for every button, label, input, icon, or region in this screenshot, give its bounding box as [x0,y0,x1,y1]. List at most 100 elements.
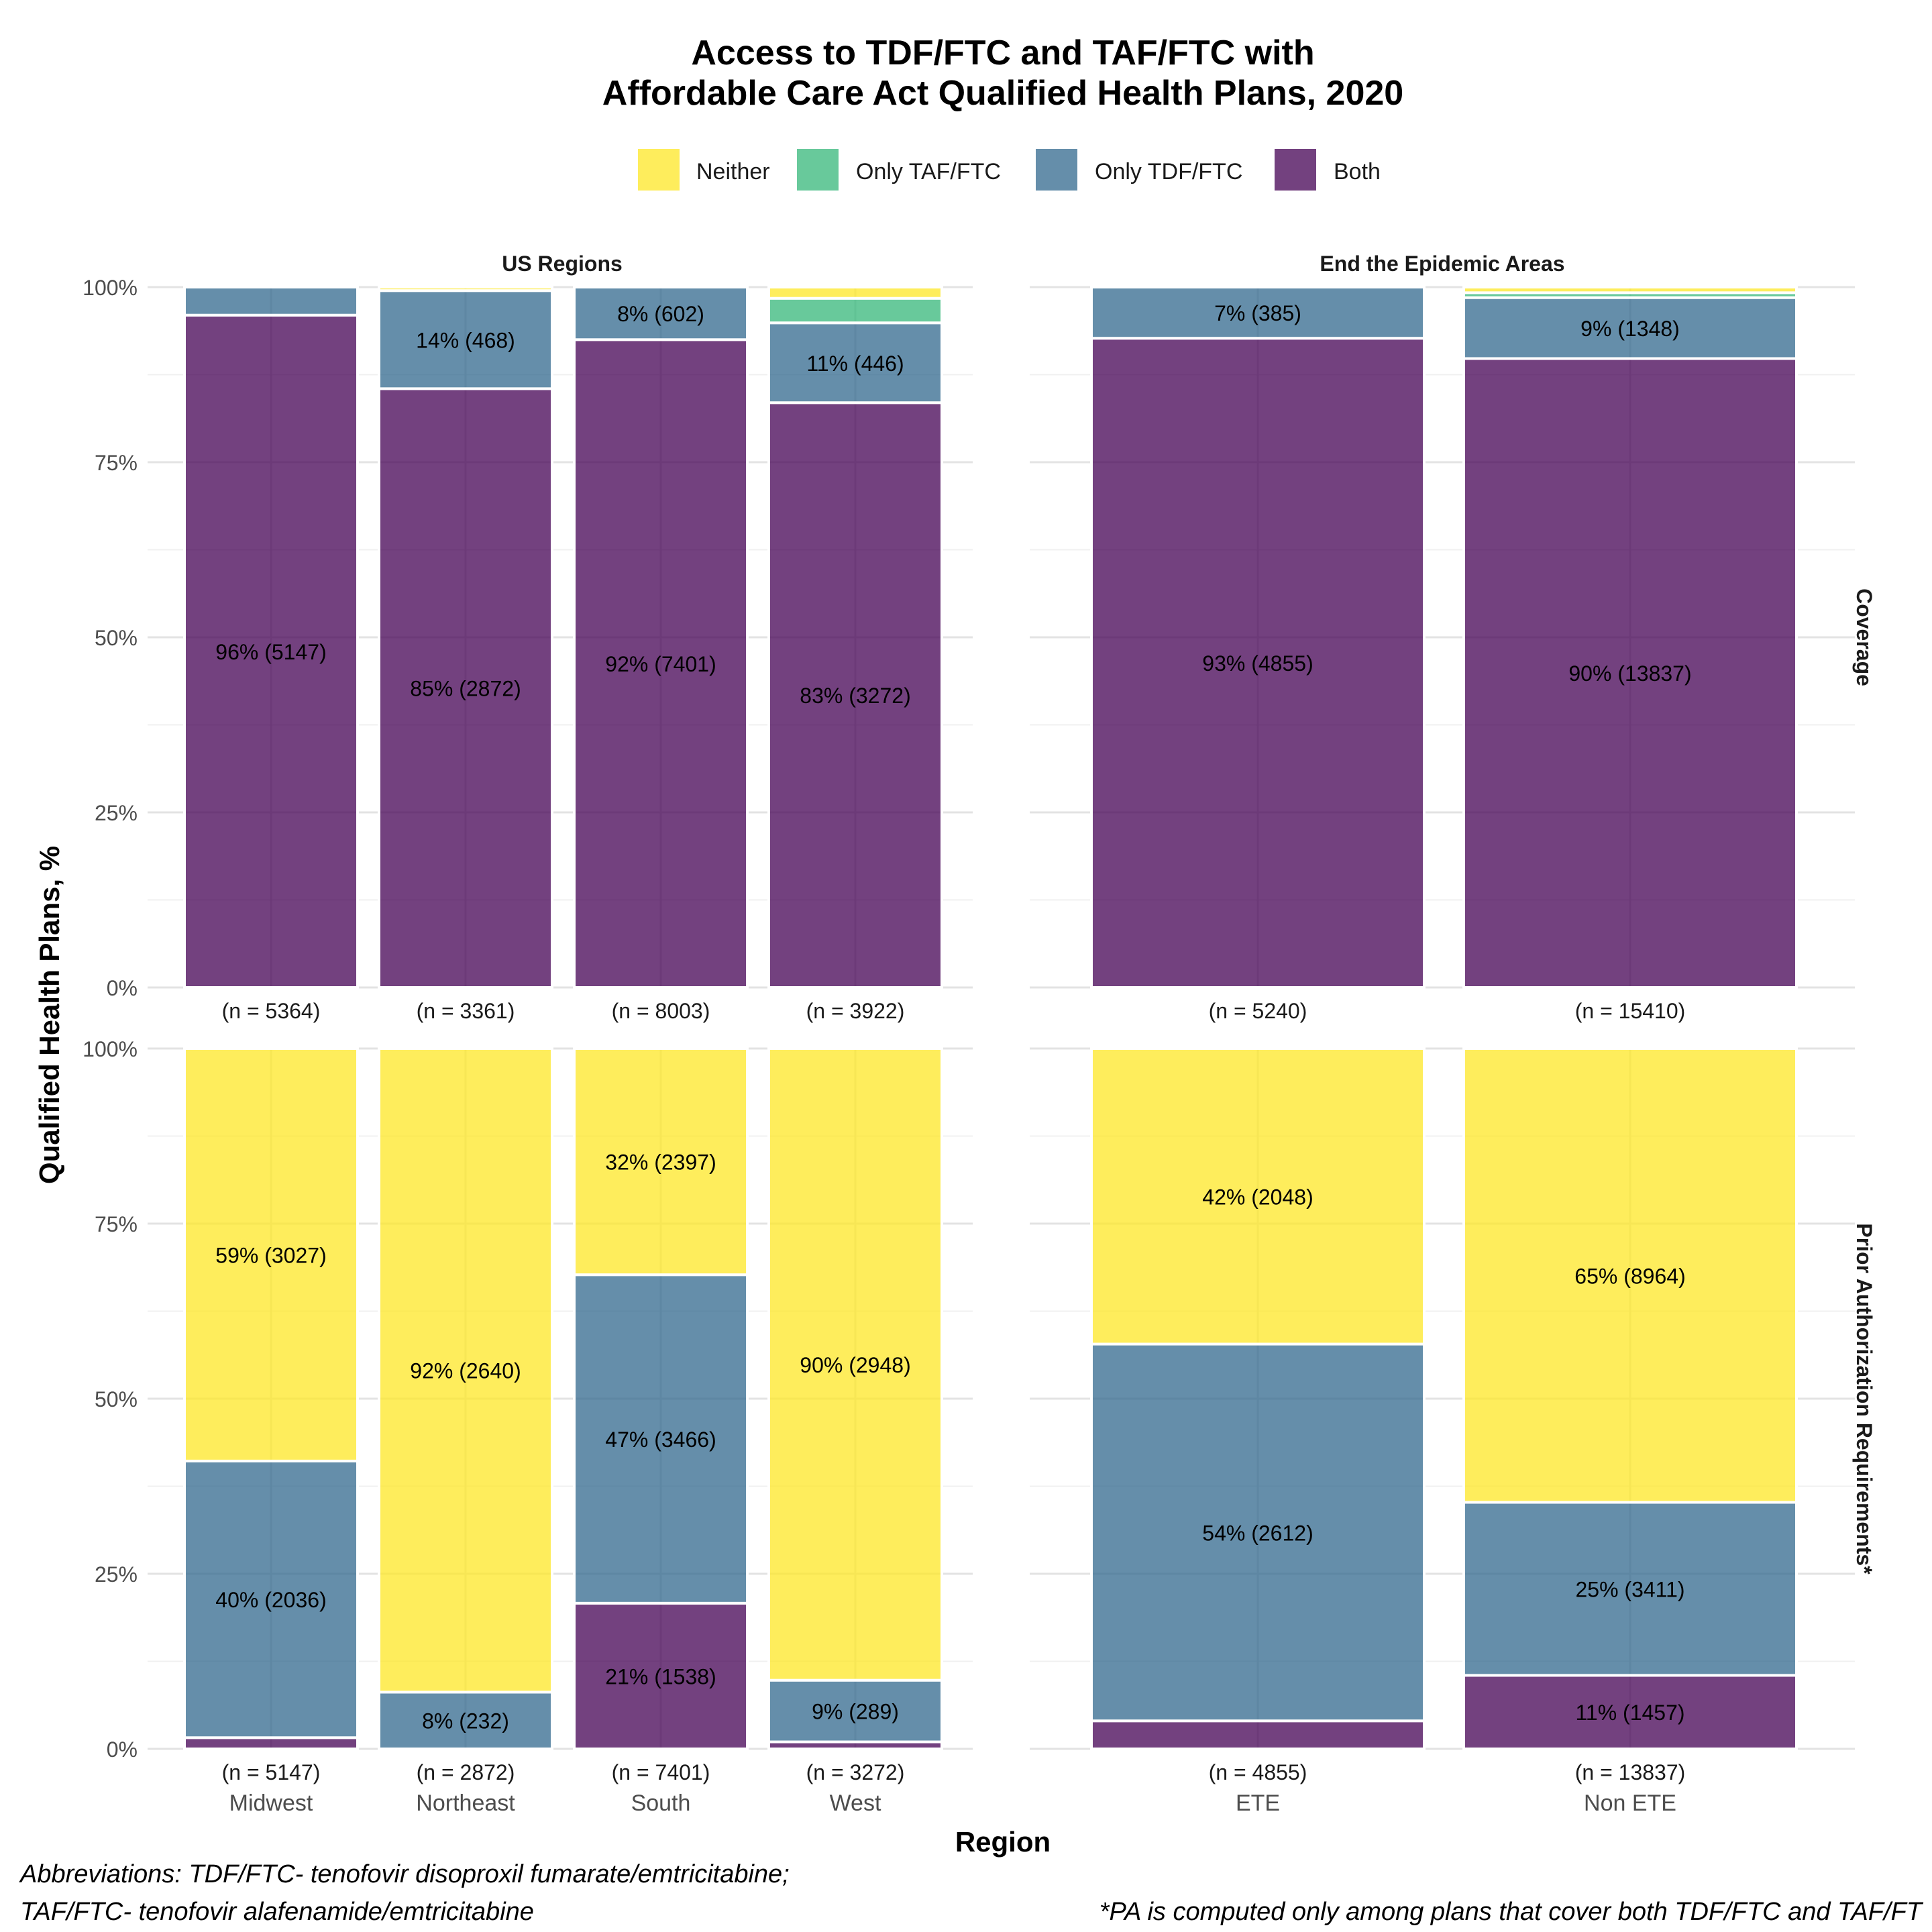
bar-segment-south-both [573,1601,749,1750]
panel-coverage-us-regions: 0% 25% 50% 75% 100% 96% (5147) (n = 5364) 85% (… [83,276,973,1023]
n-label-south: (n = 8003) [612,999,710,1023]
n-label-ete: (n = 4855) [1209,1760,1307,1784]
legend-label-both: Both [1334,159,1381,184]
x-tick-label-ete: ETE [1236,1790,1280,1816]
panel-prior-authorization-requirements-us-regions: 0% 25% 50% 75% 100% 40% (2036) 59% (3027) (n = … [83,1037,973,1816]
data-label-west-neither: 90% (2948) [800,1353,910,1377]
bar-segment-northeast-both [378,387,553,989]
bar-segment-south-only-tdf-ftc [573,1273,749,1605]
bar-segment-ete-only-tdf-ftc [1090,286,1426,340]
bar-segment-west-only-taf-ftc [767,297,943,325]
bar-segment-west-neither [767,286,943,300]
data-label-south-only-tdf-ftc: 47% (3466) [605,1428,716,1452]
n-label-midwest: (n = 5147) [222,1760,321,1784]
bar-segment-ete-both [1090,1719,1426,1750]
n-label-non-ete: (n = 13837) [1575,1760,1686,1784]
data-label-ete-only-tdf-ftc: 54% (2612) [1202,1521,1313,1545]
data-label-midwest-only-tdf-ftc: 40% (2036) [215,1588,326,1612]
y-tick-label: 0% [107,976,138,1000]
x-tick-label-northeast: Northeast [416,1790,515,1816]
bar-segment-south-neither [573,1047,749,1277]
x-tick-label-west: West [830,1790,881,1816]
bar-segment-ete-both [1090,337,1426,989]
chart-title-line2: Affordable Care Act Qualified Health Pla… [602,74,1403,113]
facet-header-us-regions: US Regions [502,252,623,276]
data-label-northeast-only-tdf-ftc: 14% (468) [416,328,515,352]
bar-segment-south-both [573,338,749,989]
n-label-south: (n = 7401) [612,1760,710,1784]
bar-segment-northeast-neither [378,1047,553,1694]
data-label-northeast-neither: 92% (2640) [410,1359,521,1383]
data-label-non-ete-neither: 65% (8964) [1574,1264,1685,1288]
bar-segment-ete-neither [1090,1047,1426,1346]
bar-segment-midwest-both [183,313,359,989]
bar-segment-non-ete-both [1462,1674,1798,1750]
data-label-ete-only-tdf-ftc: 7% (385) [1214,301,1301,325]
y-tick-label: 25% [95,1562,138,1587]
x-tick-label-midwest: Midwest [229,1790,313,1816]
x-tick-label-non-ete: Non ETE [1584,1790,1676,1816]
y-tick-label: 100% [83,276,138,300]
data-label-south-only-tdf-ftc: 8% (602) [617,302,704,326]
legend: Neither Only TAF/FTC Only TDF/FTC Both [638,149,1381,191]
x-tick-label-south: South [631,1790,691,1816]
data-label-non-ete-only-tdf-ftc: 25% (3411) [1575,1577,1684,1601]
n-label-northeast: (n = 2872) [417,1760,515,1784]
n-label-west: (n = 3922) [806,999,905,1023]
x-axis-title: Region [955,1826,1051,1858]
n-label-midwest: (n = 5364) [222,999,321,1023]
legend-swatch-both [1275,149,1316,191]
y-tick-label: 0% [107,1737,138,1762]
bar-segment-ete-only-tdf-ftc [1090,1342,1426,1723]
n-label-ete: (n = 5240) [1209,999,1307,1023]
facet-row-label-coverage: Coverage [1852,588,1876,686]
data-label-non-ete-only-tdf-ftc: 9% (1348) [1580,317,1680,341]
chart-title-line1: Access to TDF/FTC and TAF/FTC with [691,34,1314,72]
bar-segment-midwest-both [183,1736,359,1750]
bar-segment-west-only-tdf-ftc [767,321,943,405]
data-label-south-both: 92% (7401) [605,652,716,676]
data-label-west-only-tdf-ftc: 9% (289) [812,1700,899,1724]
n-label-non-ete: (n = 15410) [1575,999,1686,1023]
bar-segment-northeast-neither [378,286,553,292]
footnote-pa-note: *PA is computed only among plans that co… [1099,1898,1924,1926]
panel-prior-authorization-requirements-end-the-epidemic-areas: 54% (2612) 42% (2048) (n = 4855) ETE 11% (14… [1030,1047,1855,1816]
data-label-midwest-both: 96% (5147) [215,640,326,664]
data-label-south-neither: 32% (2397) [605,1150,716,1175]
data-label-ete-both: 93% (4855) [1202,651,1313,676]
bar-segment-midwest-only-tdf-ftc [183,286,359,317]
data-label-midwest-neither: 59% (3027) [215,1243,326,1267]
bar-segment-northeast-only-tdf-ftc [378,1690,553,1751]
bar-segment-non-ete-both [1462,357,1798,989]
y-tick-label: 75% [95,1212,138,1236]
data-label-west-both: 83% (3272) [800,684,910,708]
data-label-south-both: 21% (1538) [605,1664,716,1688]
y-tick-label: 100% [83,1037,138,1061]
data-label-northeast-only-tdf-ftc: 8% (232) [422,1709,509,1733]
data-label-non-ete-both: 11% (1457) [1575,1701,1684,1725]
y-tick-label: 25% [95,801,138,825]
legend-label-only-tdf-ftc: Only TDF/FTC [1095,159,1242,184]
facet-row-label-prior-auth: Prior Authorization Requirements* [1852,1223,1876,1574]
bar-segment-west-neither [767,1047,943,1682]
bar-segment-midwest-neither [183,1047,359,1462]
bar-segment-west-only-tdf-ftc [767,1678,943,1743]
n-label-northeast: (n = 3361) [417,999,515,1023]
legend-swatch-only-taf-ftc [797,149,839,191]
bar-segment-non-ete-neither [1462,1047,1798,1504]
bar-segment-midwest-only-tdf-ftc [183,1459,359,1739]
n-label-west: (n = 3272) [806,1760,905,1784]
legend-swatch-neither [638,149,680,191]
panel-coverage-end-the-epidemic-areas: 93% (4855) 7% (385) (n = 5240) 90% (13837) 9… [1030,286,1855,1023]
y-axis-title: Qualified Health Plans, % [34,846,65,1184]
bar-segment-northeast-only-tdf-ftc [378,289,553,390]
y-tick-label: 75% [95,451,138,475]
y-tick-label: 50% [95,626,138,650]
data-label-non-ete-both: 90% (13837) [1568,661,1691,686]
facet-header-ete-areas: End the Epidemic Areas [1320,252,1564,276]
data-label-west-only-tdf-ftc: 11% (446) [806,352,904,376]
data-label-northeast-both: 85% (2872) [410,677,521,701]
y-tick-label: 50% [95,1387,138,1411]
data-label-ete-neither: 42% (2048) [1202,1185,1313,1209]
